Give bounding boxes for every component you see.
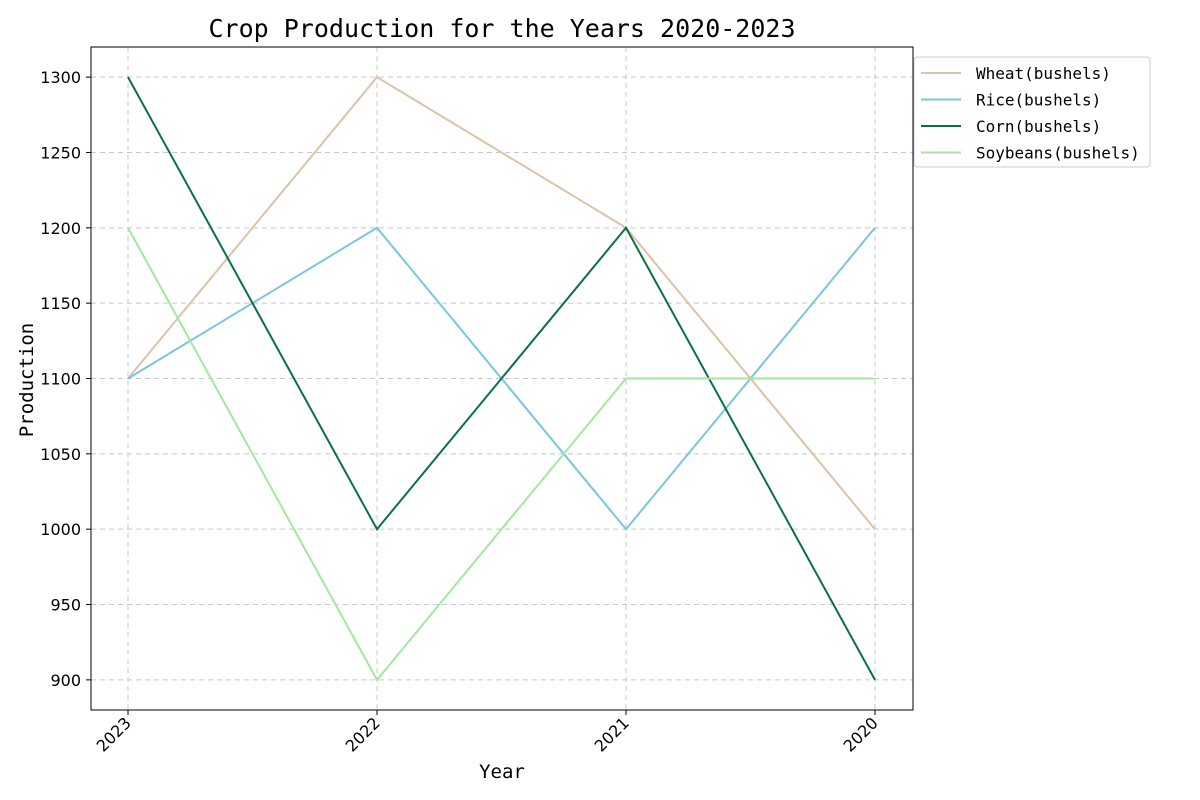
y-tick-label: 1150 — [40, 294, 81, 313]
y-tick-label: 1000 — [40, 520, 81, 539]
x-axis-ticks: 2023 2022 2021 2020 — [93, 710, 882, 756]
legend-label: Wheat(bushels) — [976, 64, 1111, 83]
x-tick-label: 2020 — [840, 713, 882, 755]
x-tick-label: 2021 — [591, 713, 633, 755]
y-tick-label: 1300 — [40, 68, 81, 87]
legend-label: Rice(bushels) — [976, 91, 1101, 110]
x-tick-label: 2022 — [342, 713, 384, 755]
x-axis-label: Year — [479, 761, 525, 783]
y-tick-label: 1100 — [40, 370, 81, 389]
y-tick-label: 1050 — [40, 445, 81, 464]
legend-label: Soybeans(bushels) — [976, 144, 1140, 163]
y-axis-label: Production — [16, 323, 38, 437]
legend-label: Corn(bushels) — [976, 117, 1101, 136]
legend: Wheat(bushels) Rice(bushels) Corn(bushels)… — [914, 57, 1150, 167]
y-tick-label: 950 — [50, 596, 81, 615]
y-tick-label: 1250 — [40, 143, 81, 162]
y-tick-label: 1200 — [40, 219, 81, 238]
y-tick-label: 900 — [50, 671, 81, 690]
series-line-wheat — [128, 77, 875, 529]
series-line-soybeans — [128, 228, 875, 680]
series-lines — [128, 77, 875, 680]
chart-title: Crop Production for the Years 2020-2023 — [209, 14, 796, 43]
y-axis-ticks: 900 950 1000 1050 1100 1150 1200 1250 1300 — [40, 68, 91, 690]
x-tick-label: 2023 — [93, 713, 135, 755]
